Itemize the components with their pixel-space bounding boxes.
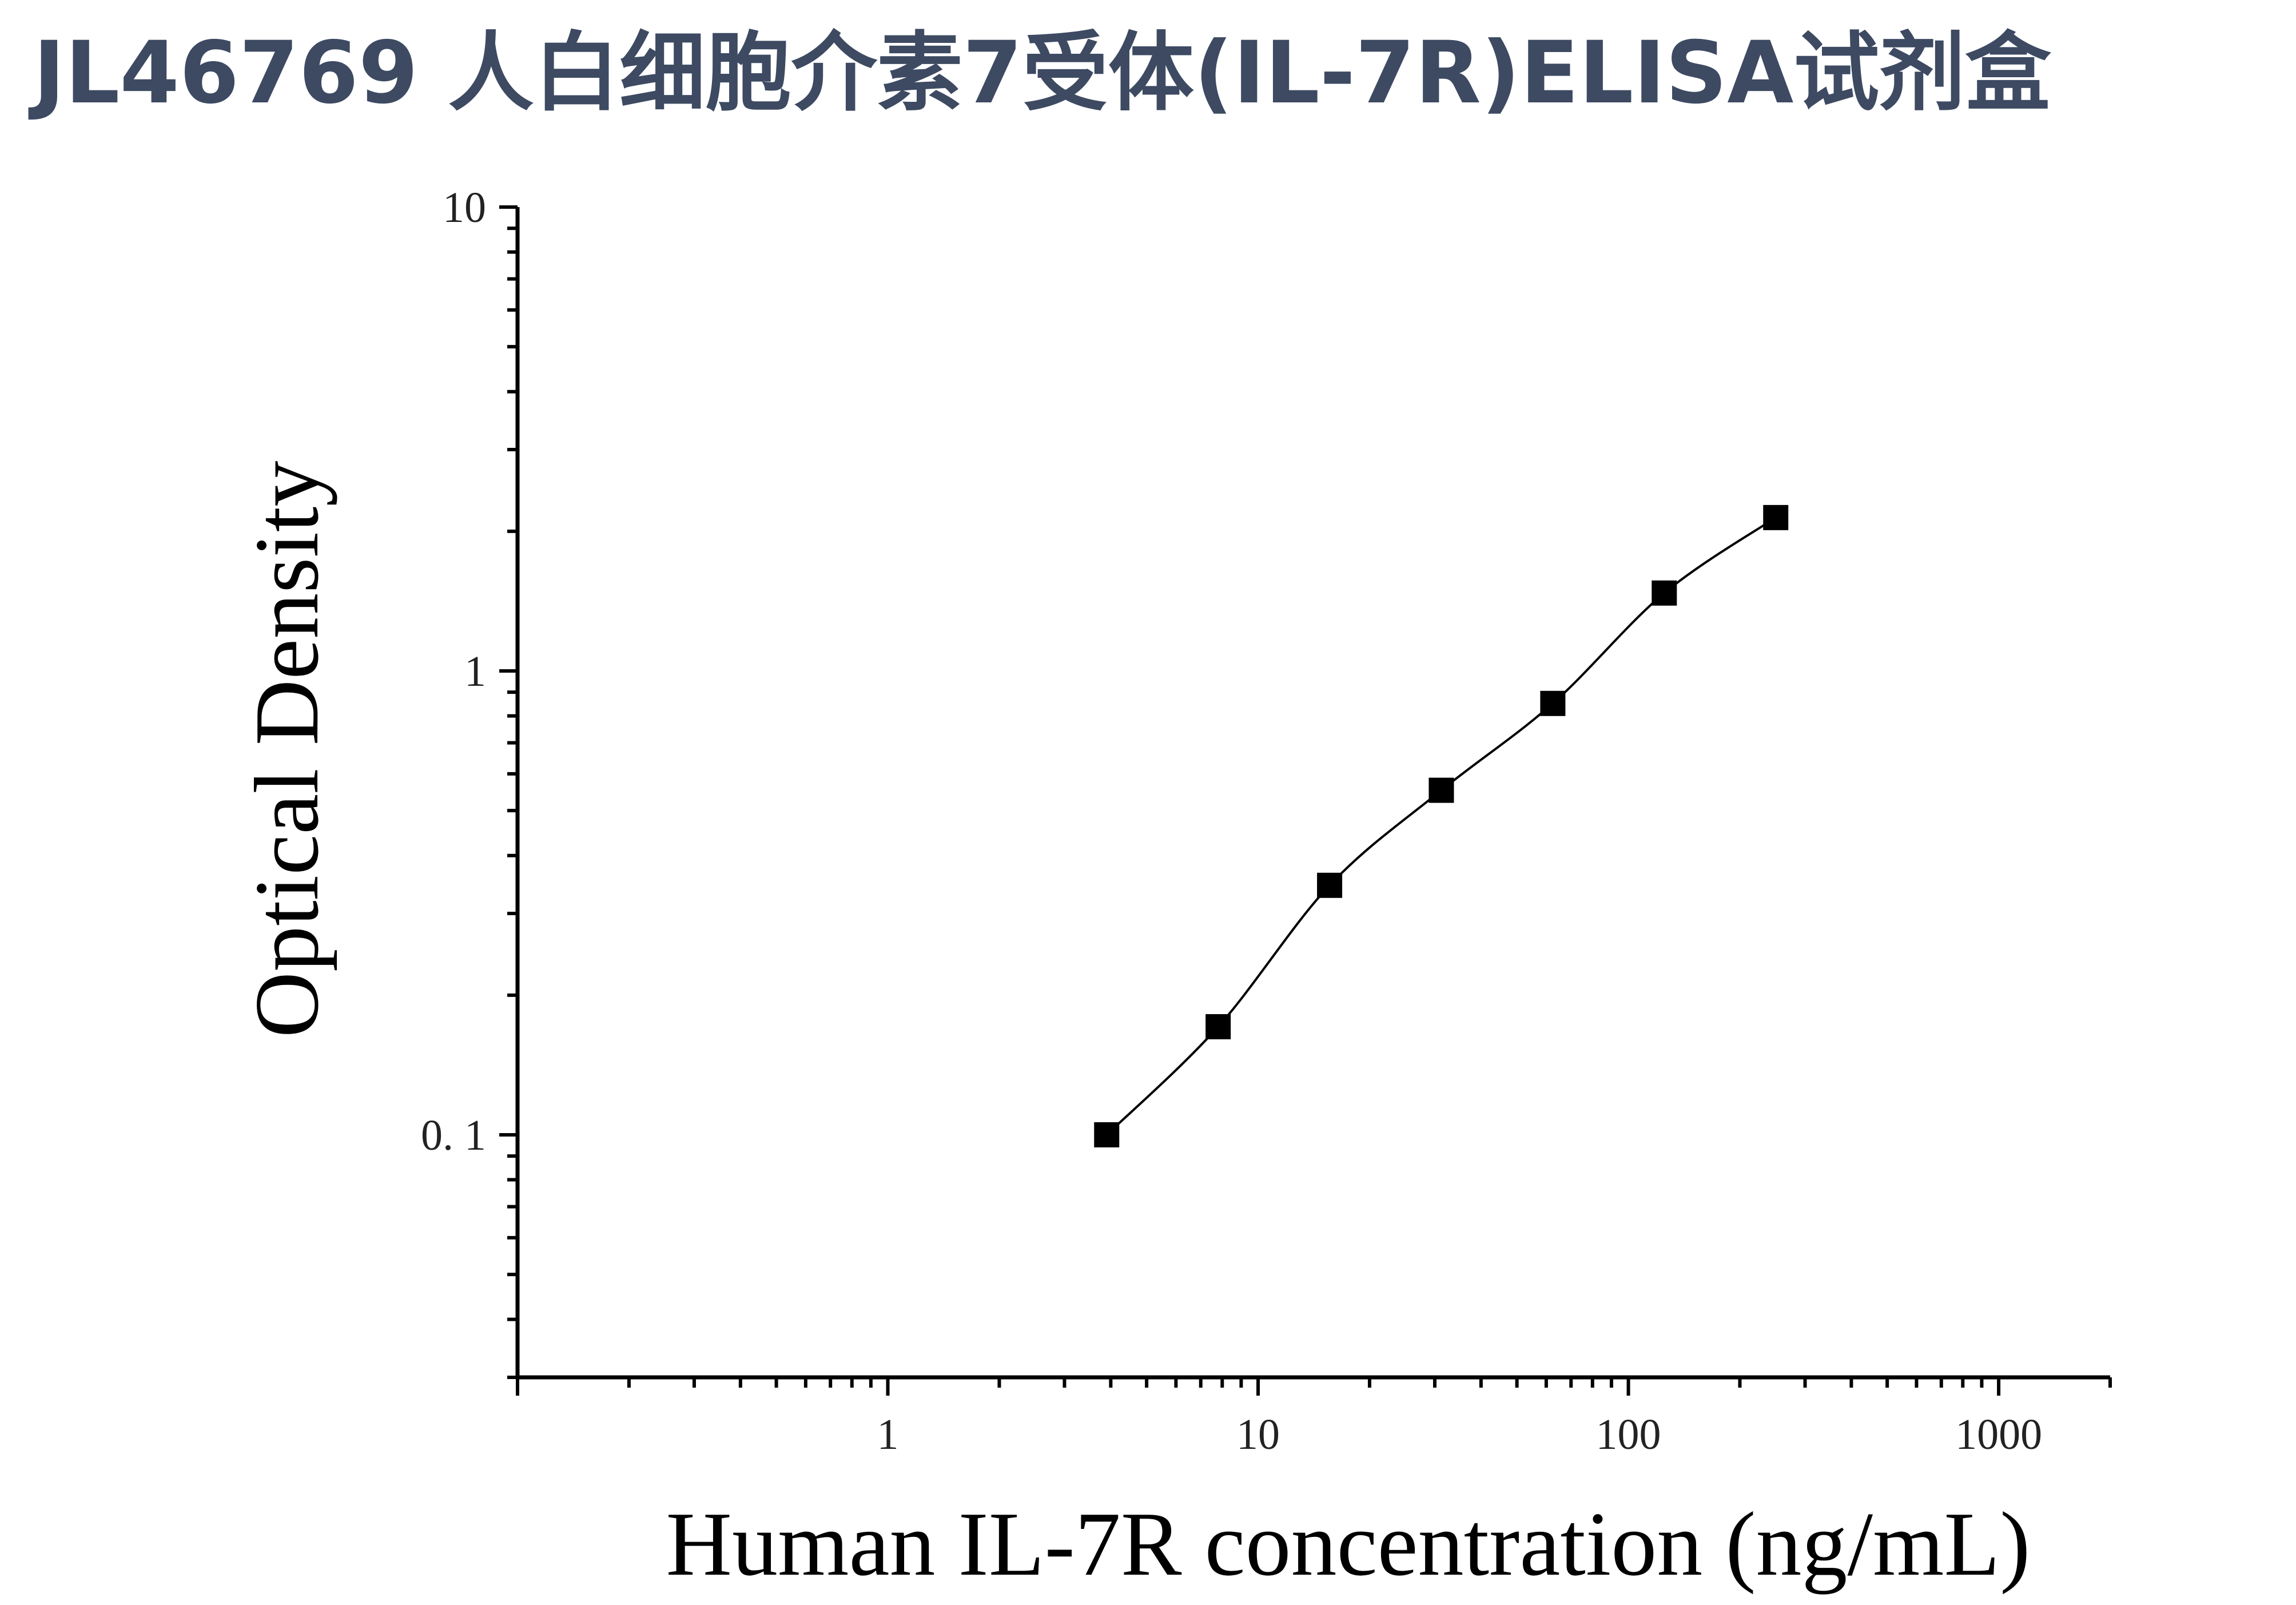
data-point bbox=[1317, 872, 1343, 898]
x-tick-label: 10 bbox=[1236, 1411, 1280, 1459]
x-tick-label: 100 bbox=[1596, 1411, 1661, 1459]
x-tick-label: 1000 bbox=[1955, 1411, 2042, 1459]
y-axis-title: Optical Density bbox=[236, 461, 337, 1038]
y-tick-label: 0. 1 bbox=[421, 1111, 486, 1159]
data-point bbox=[1763, 504, 1789, 530]
x-axis-title: Human IL-7R concentration (ng/mL) bbox=[666, 1493, 2031, 1595]
page-title: JL46769 人白细胞介素7受体(IL-7R)ELISA试剂盒 bbox=[33, 23, 2051, 123]
data-point bbox=[1428, 777, 1454, 803]
fit-curve bbox=[1105, 517, 1777, 1136]
data-point bbox=[1094, 1122, 1120, 1147]
data-point bbox=[1540, 690, 1566, 716]
x-tick-label: 1 bbox=[877, 1411, 899, 1459]
axes: 1 10 100 1000 0. 1 1 10 bbox=[421, 184, 2112, 1459]
y-tick-label: 10 bbox=[443, 184, 486, 232]
data-point bbox=[1205, 1014, 1231, 1040]
data-points bbox=[1094, 504, 1789, 1147]
data-point bbox=[1652, 580, 1677, 606]
fit-curve-layer bbox=[1105, 517, 1777, 1136]
y-tick-label: 1 bbox=[464, 647, 486, 696]
